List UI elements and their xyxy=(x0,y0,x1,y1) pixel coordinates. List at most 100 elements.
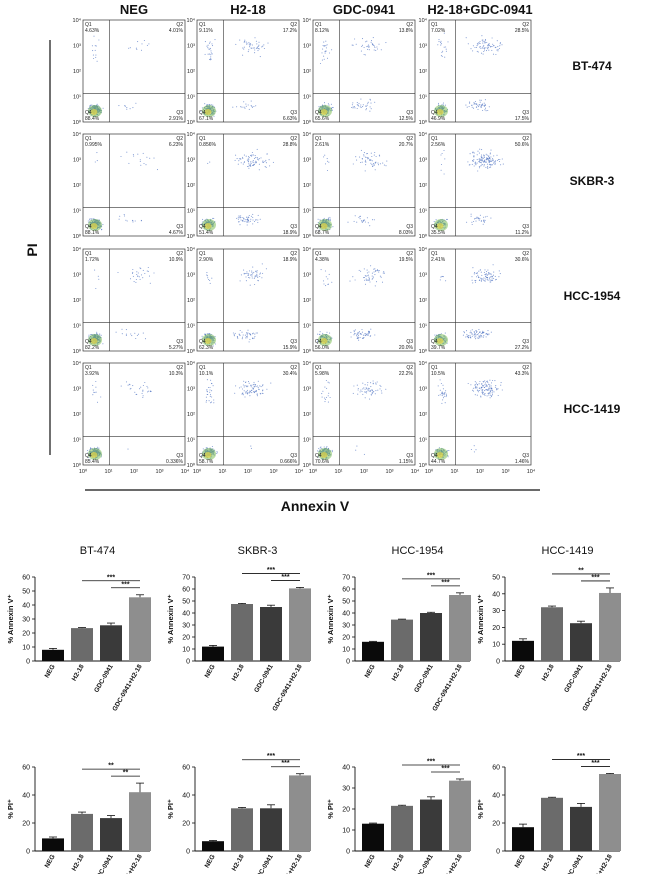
event-dot xyxy=(132,268,134,271)
event-dot xyxy=(486,41,488,44)
x-tick-label: 10⁰ xyxy=(193,468,202,475)
event-dot xyxy=(119,215,121,217)
event-dot xyxy=(483,156,485,158)
event-dot xyxy=(212,217,214,219)
event-dot xyxy=(360,50,362,52)
event-dot xyxy=(490,149,492,151)
event-dot xyxy=(361,45,363,47)
quadrant-q4-value: 39.7% xyxy=(431,345,446,351)
quadrant-q2-name: Q2 xyxy=(290,136,297,142)
event-dot xyxy=(476,162,478,164)
event-dot xyxy=(249,384,252,386)
event-dot xyxy=(253,381,255,383)
event-dot xyxy=(259,273,261,275)
event-dot xyxy=(209,394,212,396)
quadrant-q3-name: Q3 xyxy=(176,224,183,230)
event-dot xyxy=(480,271,482,273)
event-dot xyxy=(257,219,259,221)
event-dot xyxy=(206,379,208,381)
event-dot xyxy=(115,331,117,333)
event-dot xyxy=(470,384,472,386)
event-dot xyxy=(478,165,480,168)
event-dot xyxy=(494,47,496,49)
flow-panel: Q17.02%Q228.5%Q317.5%Q446.9%10⁰10¹10²10³… xyxy=(419,17,532,126)
event-dot xyxy=(379,163,381,165)
event-dot xyxy=(479,279,481,281)
event-dot xyxy=(320,446,322,448)
event-dot xyxy=(100,229,103,231)
significance-stars: *** xyxy=(107,574,115,581)
y-tick-label: 10³ xyxy=(73,273,81,279)
event-dot xyxy=(136,334,138,336)
quadrant-q1-value: 9.11% xyxy=(199,28,213,34)
event-dot xyxy=(491,389,493,391)
event-dot xyxy=(142,332,144,334)
event-dot xyxy=(473,332,475,334)
quadrant-q1-value: 5.98% xyxy=(315,371,330,377)
event-dot xyxy=(255,160,257,162)
event-dot xyxy=(360,98,362,100)
event-dot xyxy=(254,155,256,157)
event-dot xyxy=(241,106,243,108)
y-tick-label: 10² xyxy=(303,183,311,189)
event-dot xyxy=(239,217,241,219)
event-dot xyxy=(367,274,369,276)
quadrant-q4-value: 67.1% xyxy=(199,116,214,122)
event-dot xyxy=(133,155,135,157)
event-dot xyxy=(95,54,97,56)
event-dot xyxy=(259,56,261,58)
event-dot xyxy=(247,385,249,387)
quadrant-q3-name: Q3 xyxy=(176,110,183,116)
event-dot xyxy=(263,161,265,163)
x-tick-label: 10² xyxy=(130,469,138,475)
y-tick-label: 10⁴ xyxy=(187,17,196,24)
event-dot xyxy=(490,217,492,219)
event-dot xyxy=(351,44,353,46)
event-dot xyxy=(476,271,478,274)
event-dot xyxy=(465,336,467,338)
event-dot xyxy=(258,159,260,161)
event-dot xyxy=(442,102,445,104)
bar-h2-18 xyxy=(391,619,413,661)
event-dot xyxy=(323,41,325,43)
event-dot xyxy=(137,153,139,155)
event-dot xyxy=(479,46,481,48)
bar-gdc-0941-h2-18 xyxy=(449,780,471,851)
y-tick-label: 10² xyxy=(303,412,311,418)
bar-neg xyxy=(42,838,64,851)
event-dot xyxy=(480,277,482,279)
event-dot xyxy=(489,390,492,392)
event-dot xyxy=(477,218,479,220)
event-dot xyxy=(370,162,372,164)
event-dot xyxy=(210,54,212,56)
event-dot xyxy=(211,396,213,398)
event-dot xyxy=(374,151,376,154)
y-tick-label: 40 xyxy=(22,603,30,610)
y-tick-label: 10³ xyxy=(303,158,311,164)
event-dot xyxy=(484,39,487,41)
event-dot xyxy=(252,160,254,162)
event-dot xyxy=(267,42,269,44)
event-dot xyxy=(483,220,485,222)
y-tick-label: 10¹ xyxy=(73,209,81,215)
flow-panel: Q12.41%Q230.6%Q327.2%Q439.7%10⁰10¹10²10³… xyxy=(419,246,532,355)
event-dot xyxy=(440,42,442,44)
event-dot xyxy=(132,107,134,109)
event-dot xyxy=(258,169,260,171)
event-dot xyxy=(208,278,210,281)
event-dot xyxy=(140,49,143,51)
event-dot xyxy=(100,334,102,336)
event-dot xyxy=(209,47,212,49)
quadrant-q2-value: 4.01% xyxy=(169,28,184,34)
panel-frame xyxy=(82,19,186,123)
event-dot xyxy=(466,106,468,108)
quadrant-q4-value: 65.6% xyxy=(315,116,330,122)
event-dot xyxy=(129,388,131,390)
event-dot xyxy=(354,279,356,281)
event-dot xyxy=(477,108,479,110)
panel-frame xyxy=(82,133,186,237)
event-dot xyxy=(371,160,373,162)
event-dot xyxy=(370,335,372,337)
bar-gdc-0941-h2-18 xyxy=(289,588,311,661)
